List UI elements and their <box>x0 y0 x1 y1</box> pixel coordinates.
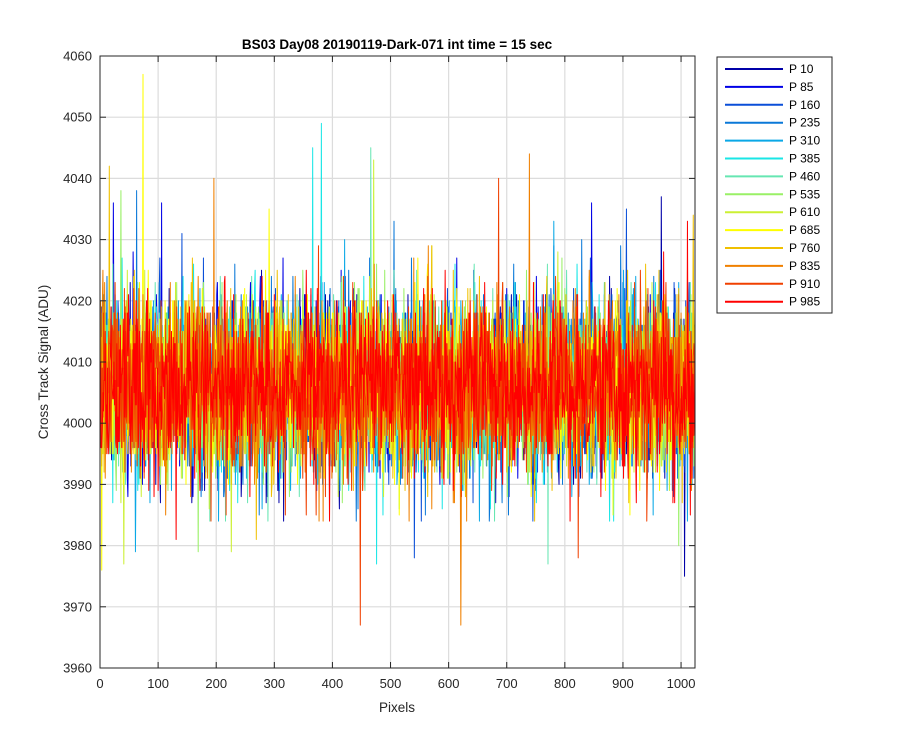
legend-label: P 235 <box>789 116 820 130</box>
y-tick-label: 3970 <box>63 599 92 614</box>
y-tick-label: 4040 <box>63 171 92 186</box>
chart-title: BS03 Day08 20190119-Dark-071 int time = … <box>242 37 553 52</box>
legend-box <box>716 56 833 314</box>
x-tick-label: 0 <box>96 676 103 691</box>
legend-label: P 610 <box>789 205 820 219</box>
y-tick-label: 3960 <box>63 661 92 676</box>
x-tick-label: 600 <box>438 676 460 691</box>
y-tick-label: 4000 <box>63 416 92 431</box>
legend-label: P 310 <box>789 134 820 148</box>
y-tick-label: 4060 <box>63 49 92 64</box>
legend-label: P 685 <box>789 223 820 237</box>
x-tick-label: 200 <box>205 676 227 691</box>
legend-label: P 460 <box>789 169 820 183</box>
y-tick-label: 3980 <box>63 538 92 553</box>
legend-label: P 985 <box>789 295 820 309</box>
x-tick-label: 700 <box>496 676 518 691</box>
x-tick-label: 1000 <box>667 676 696 691</box>
y-tick-label: 3990 <box>63 477 92 492</box>
legend: P 10 P 85 P 160 P 235 P 310 P 385 P 460 P 535 P … <box>716 56 833 314</box>
x-tick-label: 300 <box>263 676 285 691</box>
x-tick-label: 400 <box>322 676 344 691</box>
y-tick-label: 4010 <box>63 355 92 370</box>
series-line-p910 <box>100 177 696 626</box>
series-lines <box>100 73 696 626</box>
axis-ticks: 0 100 200 300 400 500 600 700 800 900 1000 3960 3970… <box>63 49 695 692</box>
series-line-p985 <box>100 220 696 540</box>
x-tick-label: 800 <box>554 676 576 691</box>
x-tick-label: 500 <box>380 676 402 691</box>
legend-label: P 160 <box>789 98 820 112</box>
x-axis-label: Pixels <box>379 700 415 715</box>
y-axis-label: Cross Track Signal (ADU) <box>36 285 51 440</box>
legend-label: P 535 <box>789 187 820 201</box>
legend-label: P 910 <box>789 277 820 291</box>
x-tick-label: 900 <box>612 676 634 691</box>
legend-label: P 385 <box>789 152 820 166</box>
legend-label: P 760 <box>789 241 820 255</box>
x-tick-label: 100 <box>147 676 169 691</box>
y-tick-label: 4020 <box>63 293 92 308</box>
legend-label: P 835 <box>789 259 820 273</box>
legend-label: P 10 <box>789 62 814 76</box>
legend-label: P 85 <box>789 80 814 94</box>
y-tick-label: 4030 <box>63 232 92 247</box>
y-tick-label: 4050 <box>63 110 92 125</box>
